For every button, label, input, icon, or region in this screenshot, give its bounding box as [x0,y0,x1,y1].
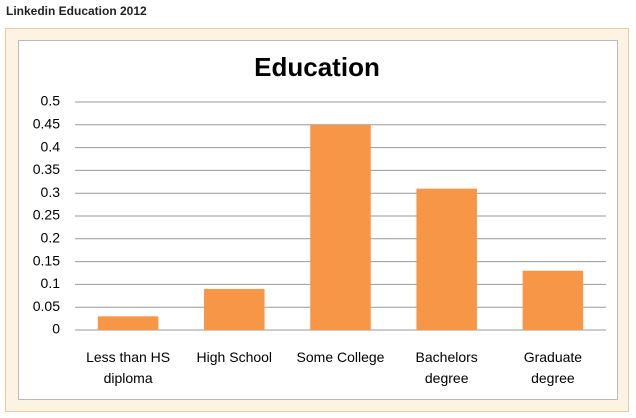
y-tick-label: 0.1 [41,275,61,291]
y-tick-label: 0.5 [41,93,61,109]
y-tick-label: 0.4 [41,138,61,154]
x-tick-label: Bachelors degree [415,349,478,386]
x-tick-label: High School [196,349,273,365]
x-tick-label: Less than HS diploma [86,349,171,386]
y-tick-label: 0.2 [41,230,61,246]
y-tick-label: 0.45 [33,116,60,132]
y-tick-label: 0.25 [33,207,60,223]
y-tick-label: 0 [52,321,60,337]
x-tick-label: Graduate degree [523,349,583,386]
x-tick-label: Some College [296,349,385,365]
bar [522,270,584,330]
y-tick-label: 0.35 [33,161,60,177]
chart: Education 0 0.05 0.1 0.15 0.2 0.25 0.3 0.35 0.4 0… [18,40,618,400]
bar [416,188,477,330]
bar [97,316,159,330]
y-tick-label: 0.05 [33,298,60,314]
y-tick-label: 0.15 [33,252,60,268]
bar [310,124,371,330]
bar [204,288,265,330]
chart-title: Education [254,52,380,82]
page-title: Linkedin Education 2012 [6,4,147,18]
y-tick-label: 0.3 [41,184,61,200]
